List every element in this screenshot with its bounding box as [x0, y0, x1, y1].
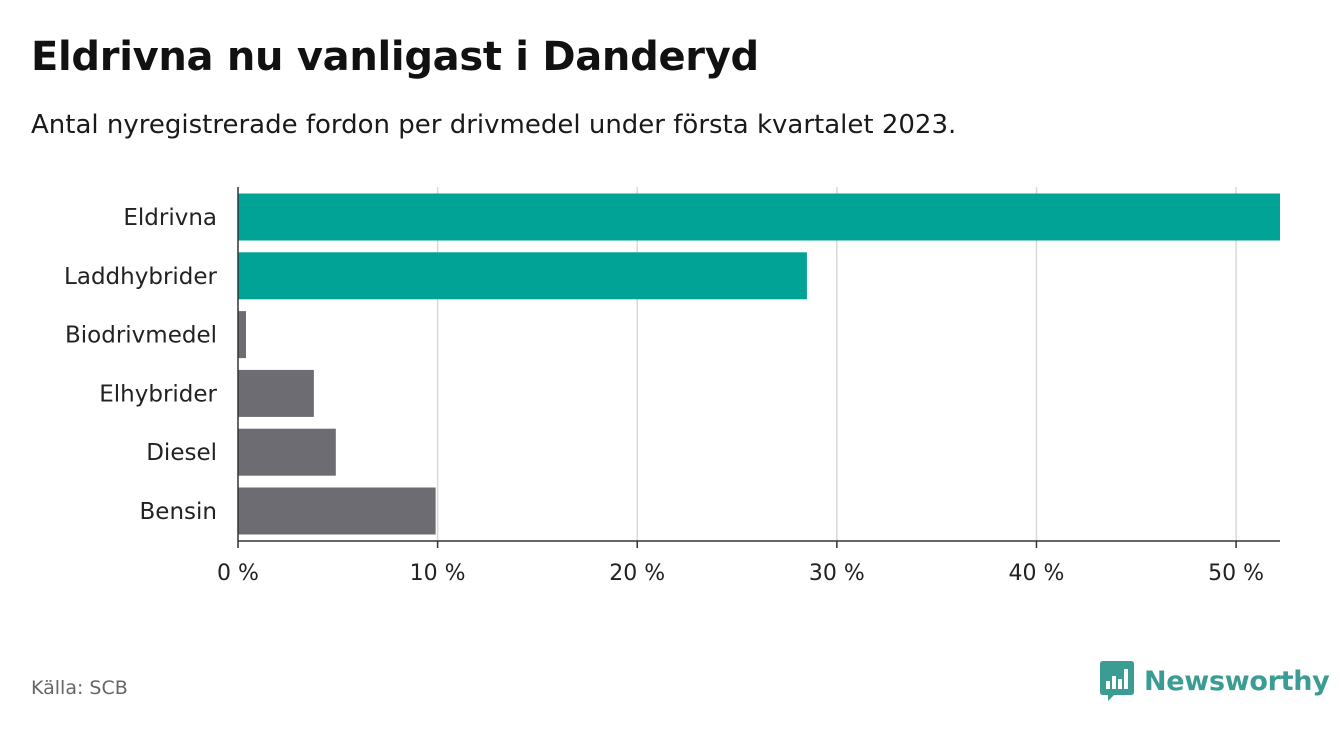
category-label-eldrivna: Eldrivna — [123, 205, 217, 231]
chart-title: Eldrivna nu vanligast i Danderyd — [31, 34, 759, 80]
bar-elhybrider — [238, 369, 314, 417]
bar-chart: Eldrivna Laddhybrider Biodrivmedel Elhybrid… — [64, 187, 1280, 586]
bar-eldrivna — [238, 193, 1280, 241]
bar-bensin — [238, 487, 436, 535]
category-label-diesel: Diesel — [146, 440, 217, 466]
x-tick-label-0: 0 % — [217, 561, 259, 586]
category-label-elhybrider: Elhybrider — [99, 381, 217, 407]
bar-diesel — [238, 428, 336, 476]
bar-chart-logo-icon — [1100, 661, 1134, 701]
category-label-laddhybrider: Laddhybrider — [64, 264, 217, 290]
category-label-biodrivmedel: Biodrivmedel — [65, 323, 217, 349]
brand-name: Newsworthy — [1144, 665, 1330, 697]
chart-subtitle: Antal nyregistrerade fordon per drivmede… — [31, 110, 957, 140]
x-tick-label-5: 50 % — [1208, 561, 1264, 586]
brand-logo: Newsworthy — [1100, 661, 1330, 701]
bar-biodrivmedel — [238, 311, 246, 359]
x-tick-label-1: 10 % — [410, 561, 466, 586]
x-tick-label-2: 20 % — [609, 561, 665, 586]
bar-laddhybrider — [238, 252, 807, 300]
category-label-bensin: Bensin — [140, 499, 217, 525]
x-tick-label-3: 30 % — [809, 561, 865, 586]
x-tick-label-4: 40 % — [1009, 561, 1065, 586]
source-note: Källa: SCB — [31, 677, 128, 699]
